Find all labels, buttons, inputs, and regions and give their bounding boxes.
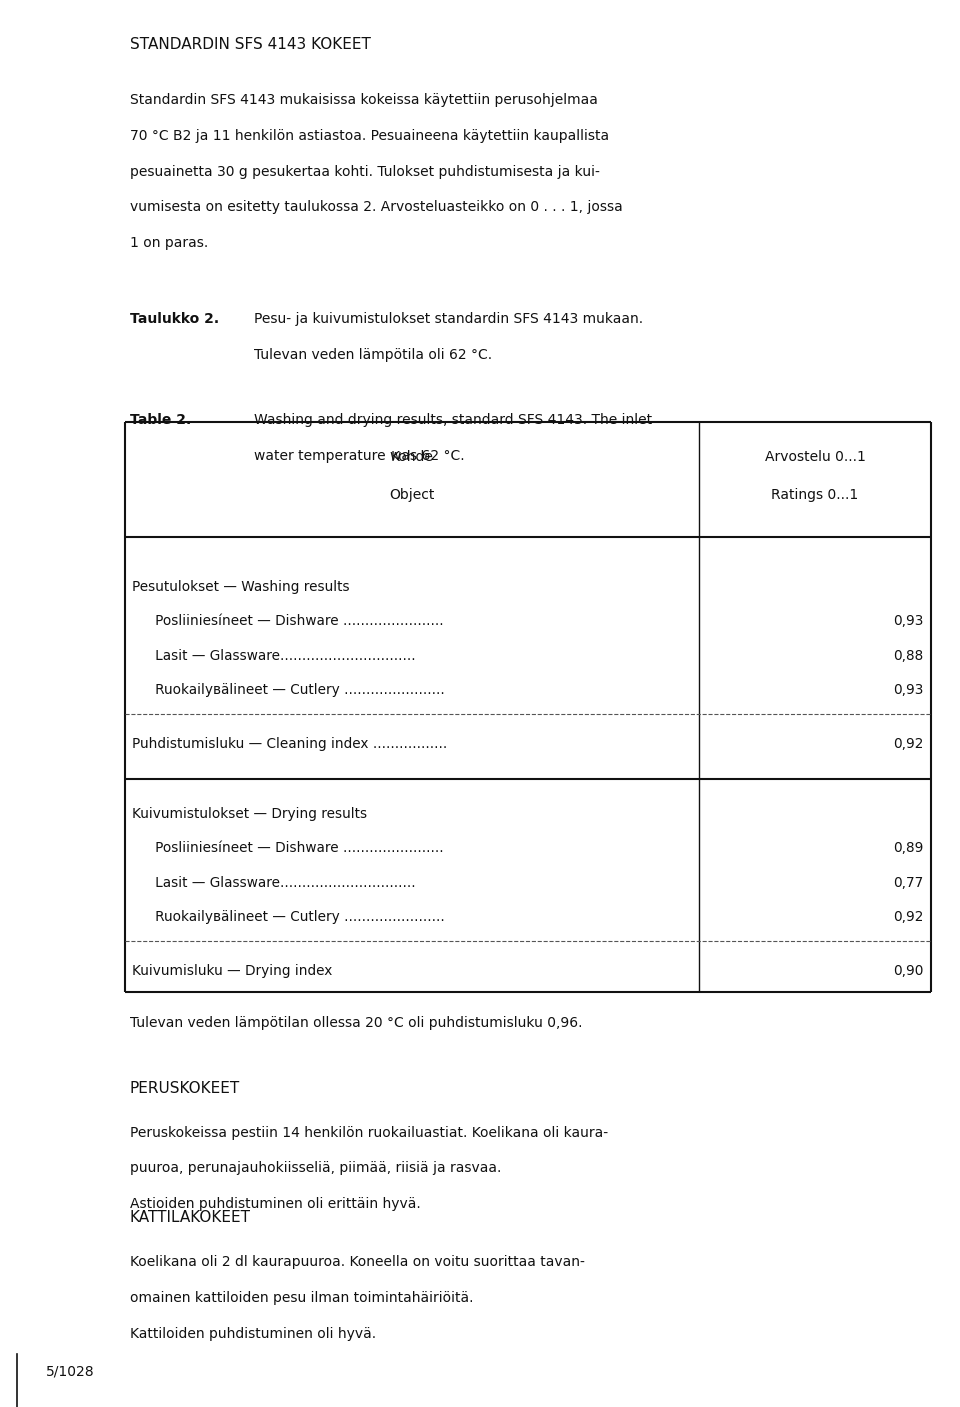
Text: vumisesta on esitetty taulukossa 2. Arvosteluasteikko on 0 . . . 1, jossa: vumisesta on esitetty taulukossa 2. Arvo… xyxy=(130,200,622,214)
Text: Kohde: Kohde xyxy=(391,450,433,464)
Text: 70 °C B2 ja 11 henkilön astiastoa. Pesuaineena käytettiin kaupallista: 70 °C B2 ja 11 henkilön astiastoa. Pesua… xyxy=(130,128,609,142)
Text: Puhdistumisluku — Cleaning index .................: Puhdistumisluku — Cleaning index .......… xyxy=(132,737,447,750)
Text: Lasit — Glassware...............................: Lasit — Glassware.......................… xyxy=(142,875,416,889)
Text: 5/1028: 5/1028 xyxy=(46,1365,95,1379)
Text: 0,93: 0,93 xyxy=(893,682,924,696)
Text: Posliiniesíneet — Dishware .......................: Posliiniesíneet — Dishware .............… xyxy=(142,613,444,628)
Text: pesuainetta 30 g pesukertaa kohti. Tulokset puhdistumisesta ja kui-: pesuainetta 30 g pesukertaa kohti. Tulok… xyxy=(130,165,599,179)
Text: Taulukko 2.: Taulukko 2. xyxy=(130,312,219,326)
Text: Pesu- ja kuivumistulokset standardin SFS 4143 mukaan.: Pesu- ja kuivumistulokset standardin SFS… xyxy=(254,312,643,326)
Text: Ruokailувälineet — Cutlery .......................: Ruokailувälineet — Cutlery .............… xyxy=(142,910,444,924)
Text: Table 2.: Table 2. xyxy=(130,412,191,426)
Text: 0,77: 0,77 xyxy=(893,875,924,889)
Text: 0,90: 0,90 xyxy=(893,964,924,978)
Text: Tulevan veden lämpötila oli 62 °C.: Tulevan veden lämpötila oli 62 °C. xyxy=(254,348,492,362)
Text: Washing and drying results, standard SFS 4143. The inlet: Washing and drying results, standard SFS… xyxy=(254,412,653,426)
Text: Ratings 0...1: Ratings 0...1 xyxy=(772,488,858,502)
Text: 0,88: 0,88 xyxy=(893,649,924,663)
Text: Peruskokeissa pestiin 14 henkilön ruokailuastiat. Koelikana oli kaura-: Peruskokeissa pestiin 14 henkilön ruokai… xyxy=(130,1126,608,1140)
Text: Astioiden puhdistuminen oli erittäin hyvä.: Astioiden puhdistuminen oli erittäin hyv… xyxy=(130,1197,420,1211)
Text: Pesutulokset — Washing results: Pesutulokset — Washing results xyxy=(132,580,350,594)
Text: KATTILAKOKEET: KATTILAKOKEET xyxy=(130,1210,251,1225)
Text: Kuivumistulokset — Drying results: Kuivumistulokset — Drying results xyxy=(132,808,368,820)
Text: 0,93: 0,93 xyxy=(893,613,924,628)
Text: omainen kattiloiden pesu ilman toimintahäiriöitä.: omainen kattiloiden pesu ilman toimintah… xyxy=(130,1292,473,1304)
Text: water temperature was 62 °C.: water temperature was 62 °C. xyxy=(254,449,465,463)
Text: puuroa, perunajauhokiisseliä, piimää, riisiä ja rasvaa.: puuroa, perunajauhokiisseliä, piimää, ri… xyxy=(130,1162,501,1175)
Text: Arvostelu 0...1: Arvostelu 0...1 xyxy=(764,450,866,464)
Text: STANDARDIN SFS 4143 KOKEET: STANDARDIN SFS 4143 KOKEET xyxy=(130,37,371,52)
Text: Koelikana oli 2 dl kaurapuuroa. Koneella on voitu suorittaa tavan-: Koelikana oli 2 dl kaurapuuroa. Koneella… xyxy=(130,1255,585,1269)
Text: Standardin SFS 4143 mukaisissa kokeissa käytettiin perusohjelmaa: Standardin SFS 4143 mukaisissa kokeissa … xyxy=(130,93,597,107)
Text: Lasit — Glassware...............................: Lasit — Glassware.......................… xyxy=(142,649,416,663)
Text: 0,92: 0,92 xyxy=(893,737,924,750)
Text: Kuivumisluku — Drying index: Kuivumisluku — Drying index xyxy=(132,964,333,978)
Text: PERUSKOKEET: PERUSKOKEET xyxy=(130,1081,240,1096)
Text: Object: Object xyxy=(389,488,435,502)
Text: 0,92: 0,92 xyxy=(893,910,924,924)
Text: Tulevan veden lämpötilan ollessa 20 °C oli puhdistumisluku 0,96.: Tulevan veden lämpötilan ollessa 20 °C o… xyxy=(130,1016,582,1030)
Text: 0,89: 0,89 xyxy=(893,841,924,855)
Text: 1 on paras.: 1 on paras. xyxy=(130,236,208,250)
Text: Kattiloiden puhdistuminen oli hyvä.: Kattiloiden puhdistuminen oli hyvä. xyxy=(130,1327,375,1341)
Text: Ruokailувälineet — Cutlery .......................: Ruokailувälineet — Cutlery .............… xyxy=(142,682,444,696)
Text: Posliiniesíneet — Dishware .......................: Posliiniesíneet — Dishware .............… xyxy=(142,841,444,855)
